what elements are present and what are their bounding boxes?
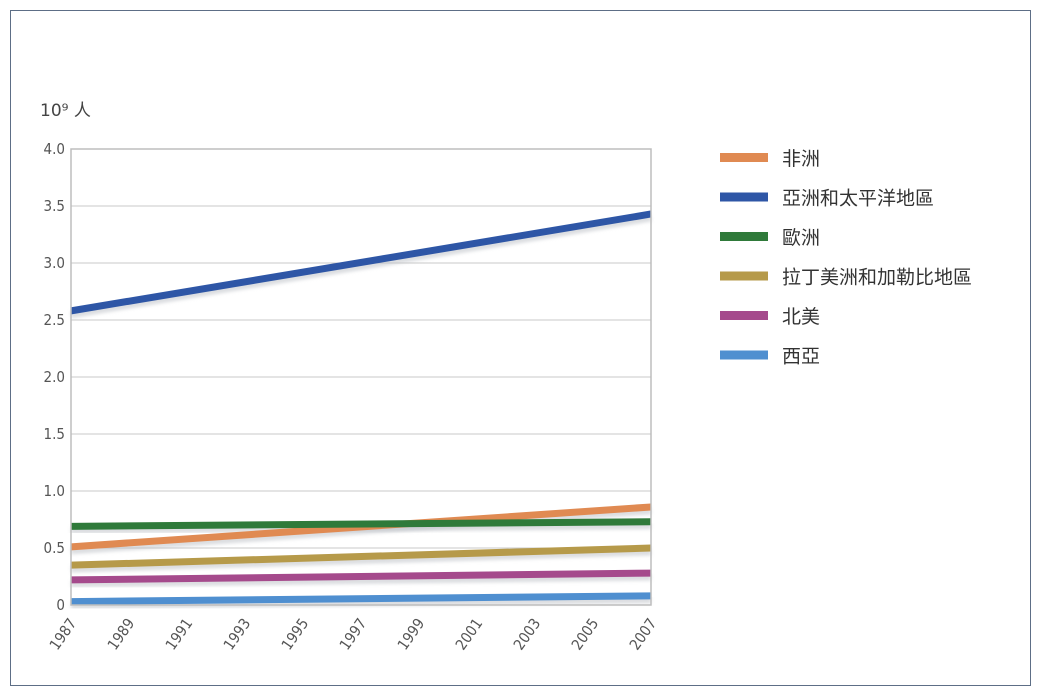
legend-label: 非洲 [782,148,820,170]
x-tick-label: 1999 [394,615,428,653]
series-line [70,592,652,606]
y-tick-label: 4.0 [44,140,65,158]
x-tick-label: 1987 [46,615,80,653]
x-tick-label: 1991 [162,615,196,653]
x-tick-label: 1993 [220,615,254,653]
plot-area-border [70,148,652,606]
y-tick-label: 3.5 [44,197,65,215]
series-shadow [70,214,652,319]
legend-swatch [720,311,768,320]
x-tick-label: 2001 [452,615,486,653]
x-tick-label: 1997 [336,615,370,653]
y-axis-tick-labels: 0 0.5 1.0 1.5 2.0 2.5 3.0 3.5 4.0 [44,140,65,614]
legend-swatch [720,232,768,241]
legend-swatch [720,350,768,360]
x-tick-label: 2005 [568,615,602,653]
x-tick-label: 1995 [278,615,312,653]
legend-swatch [720,271,768,281]
series-lines [70,210,652,606]
legend-label: 北美 [782,306,820,328]
y-tick-label: 1.0 [44,482,65,500]
y-axis-unit-label: 10⁹ 人 [40,101,91,121]
legend-swatch [720,192,768,202]
legend-label: 歐洲 [782,227,820,249]
series-line [70,544,652,569]
series-shadow [70,573,652,588]
y-tick-label: 1.5 [44,425,65,443]
series-line [70,569,652,584]
y-tick-label: 2.5 [44,311,65,329]
x-tick-label: 2007 [626,615,660,653]
gridlines [71,205,651,549]
y-tick-label: 0.5 [44,539,65,557]
x-tick-label: 1989 [104,615,138,653]
y-tick-label: 2.0 [44,368,65,386]
x-tick-label: 2003 [510,615,544,653]
y-tick-label: 3.0 [44,254,65,272]
legend-label: 亞洲和太平洋地區 [782,188,934,210]
legend-swatch [720,153,768,162]
legend-label: 拉丁美洲和加勒比地區 [782,267,972,289]
series-line [70,518,652,530]
legend-label: 西亞 [782,346,820,368]
y-tick-label: 0 [56,596,65,614]
series-line [70,210,652,315]
series-shadow [70,548,652,573]
x-axis-tick-labels: 1987 1989 1991 1993 1995 1997 1999 2001 2003 2005… [46,615,660,653]
